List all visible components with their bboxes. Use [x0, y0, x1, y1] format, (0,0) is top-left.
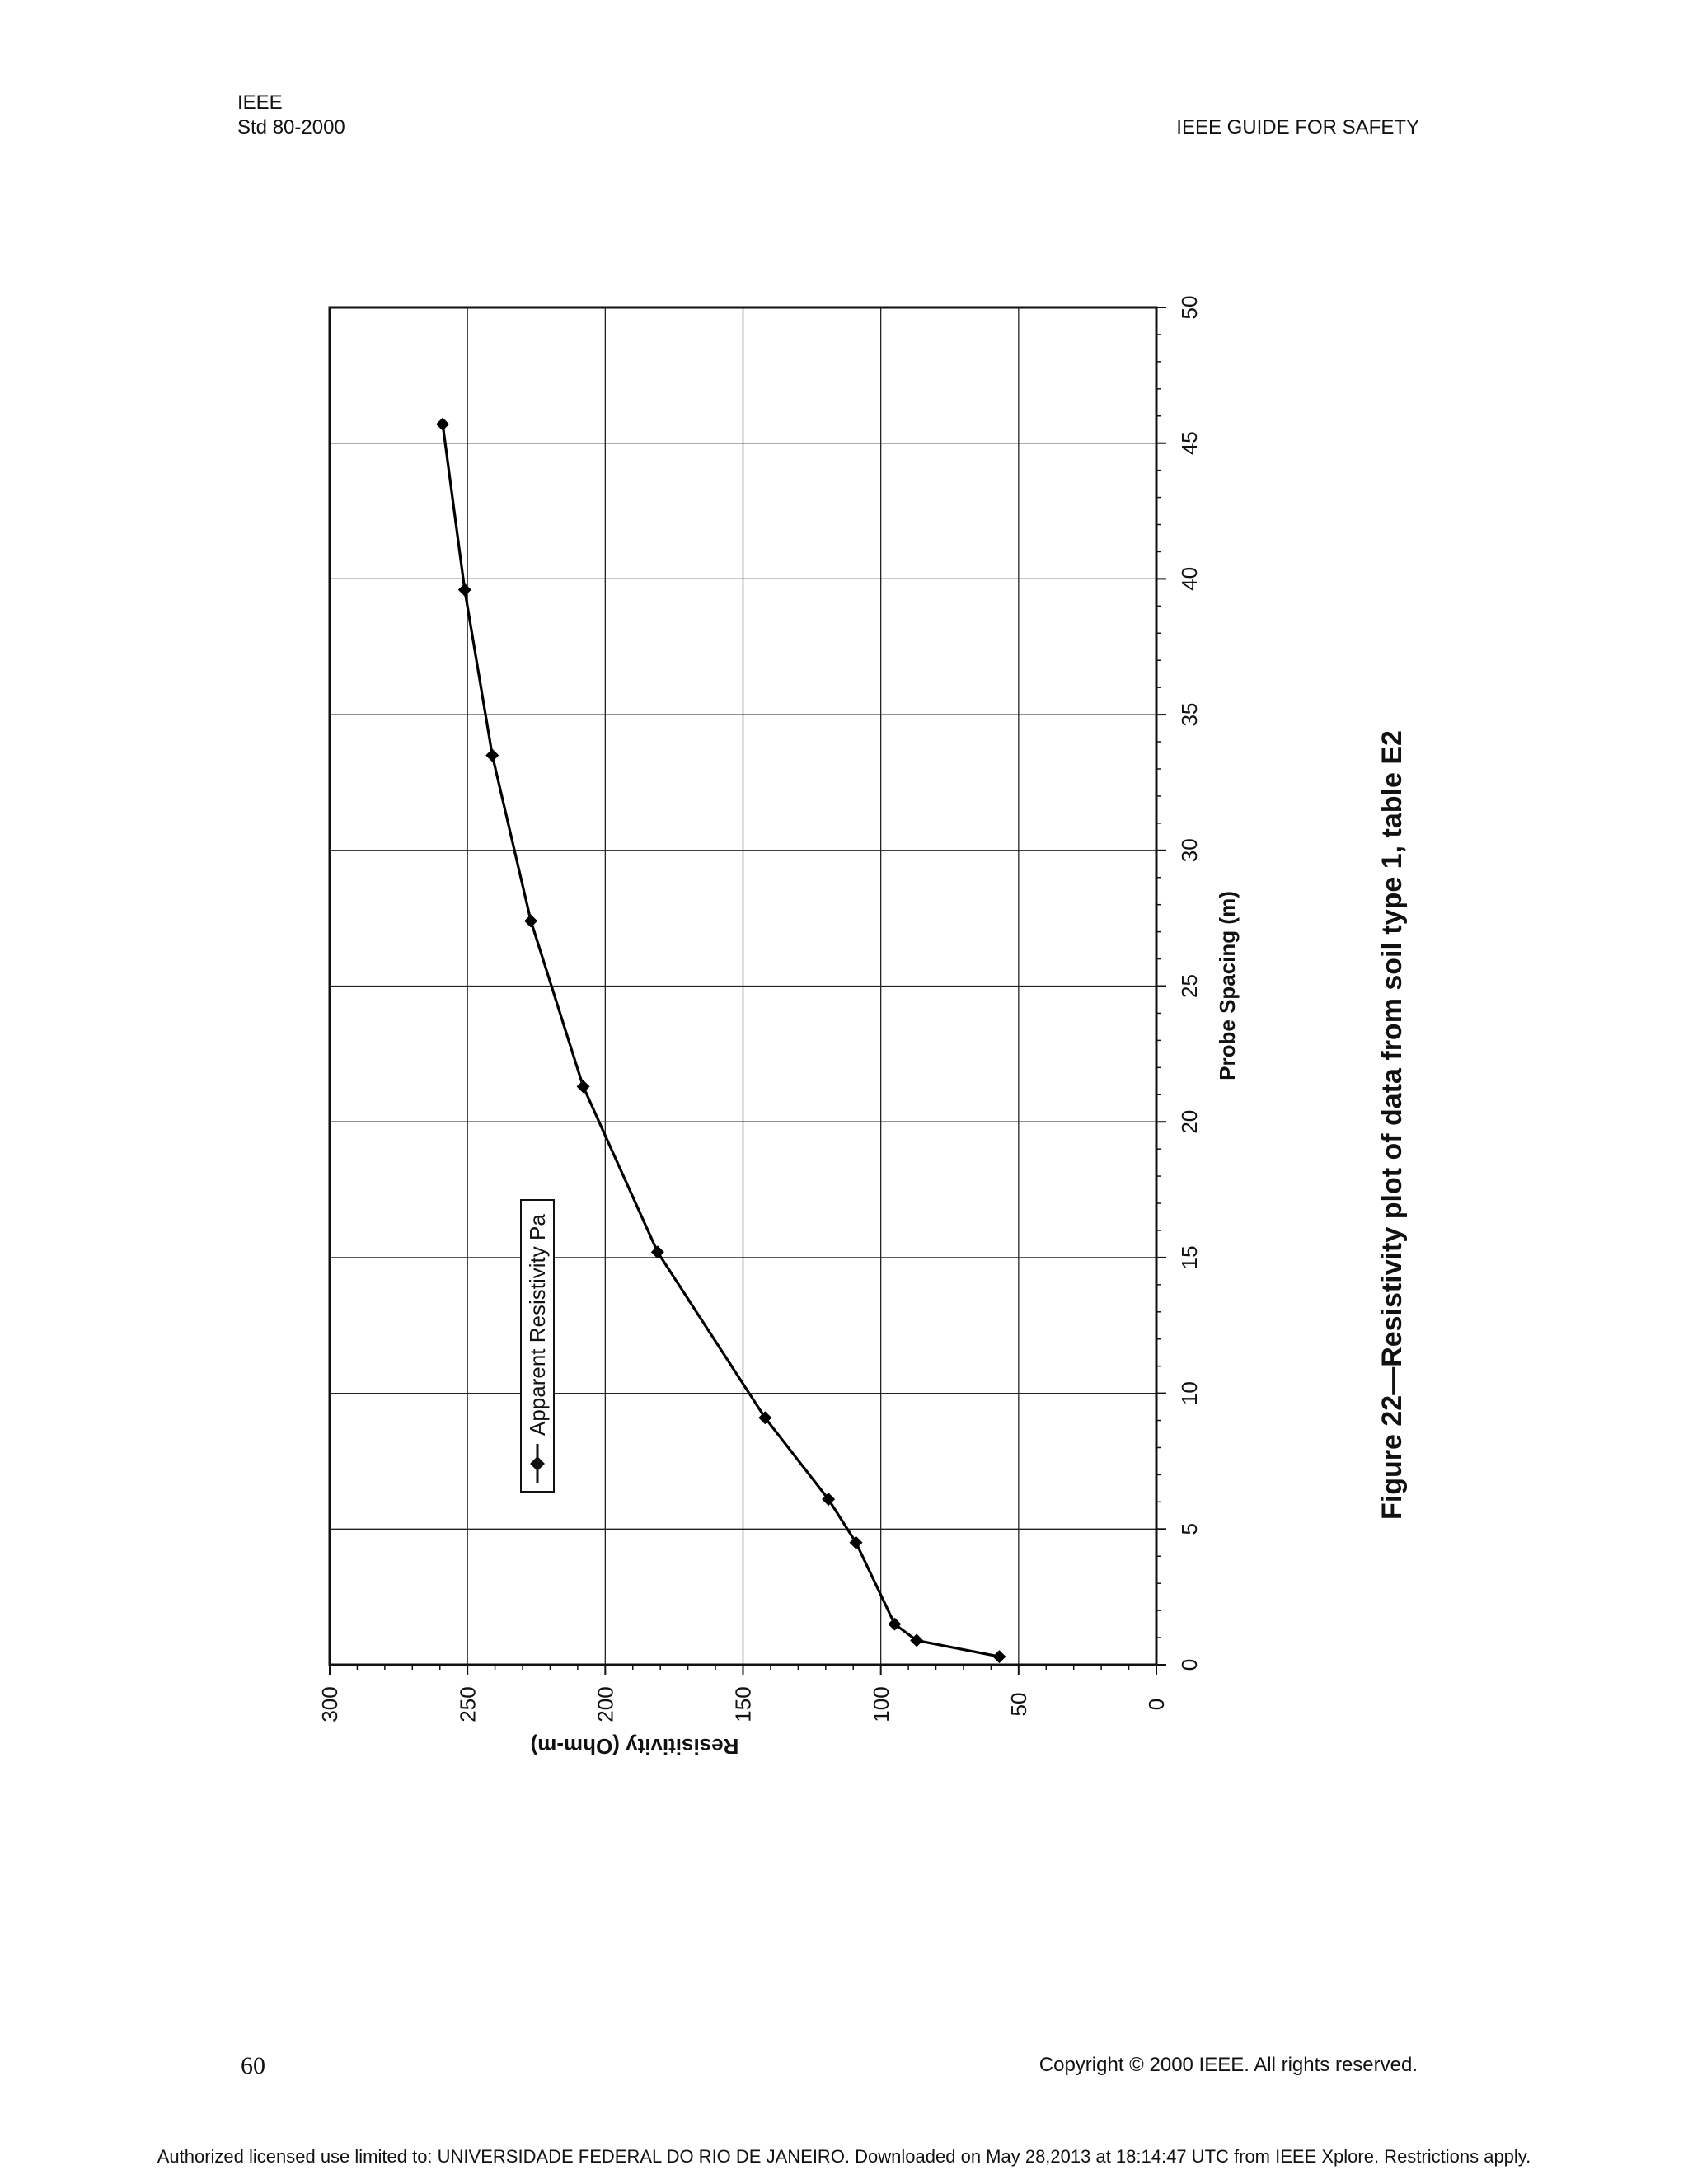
authorization-notice: Authorized licensed use limited to: UNIV… — [157, 2146, 1531, 2167]
axis-ticks — [329, 307, 1166, 1675]
data-point-1 — [910, 1633, 924, 1647]
x-tick-label-50: 50 — [1177, 296, 1202, 320]
data-point-7 — [576, 1080, 590, 1094]
x-tick-label-0: 0 — [1177, 1659, 1202, 1671]
running-header-title: IEEE GUIDE FOR SAFETY — [1176, 116, 1419, 138]
data-point-0 — [992, 1650, 1006, 1664]
data-point-6 — [650, 1245, 664, 1259]
running-header-left: IEEE Std 80-2000 — [237, 91, 345, 140]
header-std: Std 80-2000 — [237, 116, 345, 138]
x-tick-label-10: 10 — [1177, 1381, 1202, 1405]
x-tick-label-5: 5 — [1177, 1523, 1202, 1535]
y-tick-label-100: 100 — [869, 1686, 893, 1722]
page-number: 60 — [241, 2052, 265, 2079]
data-point-4 — [822, 1493, 836, 1507]
data-point-11 — [436, 417, 450, 431]
series-apparent-resistivity — [436, 417, 1006, 1664]
legend-label: Apparent Resistivity Pa — [525, 1214, 550, 1436]
legend: Apparent Resistivity Pa — [520, 1199, 555, 1493]
y-tick-label-300: 300 — [317, 1686, 342, 1722]
figure-caption: Figure 22—Resistivity plot of data from … — [1376, 730, 1408, 1520]
y-tick-label-0: 0 — [1144, 1699, 1169, 1710]
legend-marker-sample — [530, 1456, 545, 1471]
x-tick-label-45: 45 — [1177, 431, 1202, 455]
data-point-5 — [758, 1411, 772, 1425]
x-tick-label-20: 20 — [1177, 1110, 1202, 1134]
data-point-8 — [524, 914, 538, 928]
tick-labels: 0 5 10 15 20 25 30 35 40 45 50 0 50 100 150 200 250 300 — [317, 296, 1202, 1722]
data-point-9 — [485, 748, 499, 762]
data-point-2 — [888, 1617, 902, 1631]
y-tick-label-200: 200 — [593, 1686, 617, 1722]
data-point-3 — [849, 1535, 863, 1549]
x-tick-label-15: 15 — [1177, 1245, 1202, 1269]
data-point-10 — [457, 583, 471, 597]
x-tick-label-40: 40 — [1177, 567, 1202, 591]
header-org: IEEE — [237, 91, 283, 114]
y-axis-label: Resisitivity (Ohm-m) — [531, 1734, 739, 1759]
x-tick-label-30: 30 — [1177, 838, 1202, 862]
copyright-notice: Copyright © 2000 IEEE. All rights reserv… — [1039, 2054, 1418, 2076]
x-tick-label-35: 35 — [1177, 703, 1202, 727]
y-tick-label-50: 50 — [1006, 1693, 1031, 1717]
x-axis-label: Probe Spacing (m) — [1215, 891, 1240, 1080]
grid-lines — [330, 307, 1156, 1665]
y-tick-label-250: 250 — [455, 1686, 480, 1722]
x-tick-label-25: 25 — [1177, 974, 1202, 998]
legend-box — [520, 1199, 555, 1493]
y-tick-label-150: 150 — [731, 1686, 756, 1722]
